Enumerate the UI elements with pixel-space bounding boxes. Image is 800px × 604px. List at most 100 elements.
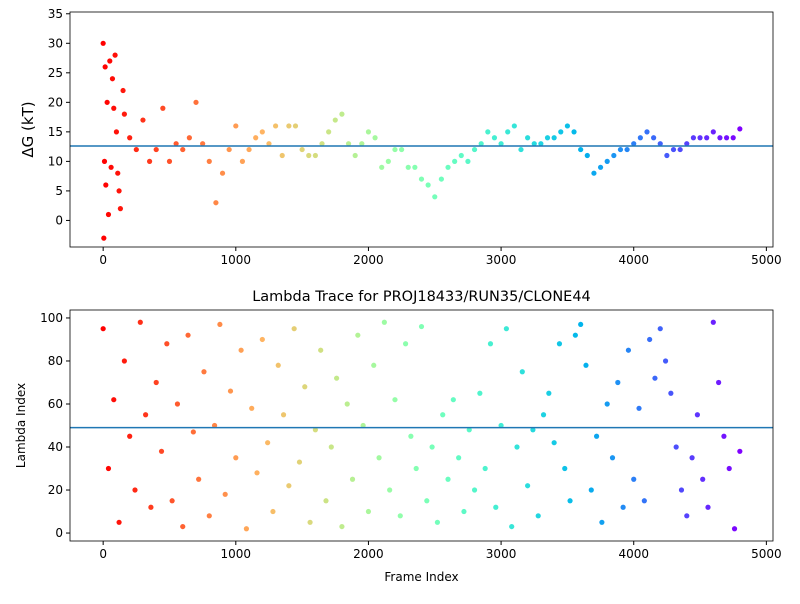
x-axis-label: Frame Index bbox=[384, 570, 458, 584]
point bbox=[243, 526, 250, 532]
point bbox=[636, 405, 642, 411]
point bbox=[611, 152, 617, 159]
point bbox=[180, 523, 186, 530]
point bbox=[153, 146, 159, 153]
point bbox=[477, 390, 483, 396]
point bbox=[505, 129, 511, 135]
point bbox=[127, 433, 133, 439]
point bbox=[514, 444, 520, 450]
point bbox=[270, 508, 276, 515]
point bbox=[259, 336, 265, 343]
x-tick-label: 3000 bbox=[486, 253, 517, 267]
point bbox=[160, 105, 166, 111]
x-tick-label: 2000 bbox=[353, 547, 384, 561]
point bbox=[704, 135, 710, 141]
point bbox=[440, 412, 446, 418]
point bbox=[103, 182, 109, 188]
point bbox=[694, 412, 700, 418]
point bbox=[185, 332, 191, 338]
point bbox=[737, 448, 743, 454]
point bbox=[438, 176, 444, 182]
point bbox=[101, 235, 107, 241]
point bbox=[213, 200, 219, 206]
point bbox=[644, 129, 650, 135]
point bbox=[105, 211, 112, 218]
point bbox=[107, 58, 113, 64]
point bbox=[196, 476, 202, 482]
point bbox=[471, 487, 478, 493]
point bbox=[193, 99, 199, 105]
point bbox=[111, 105, 117, 111]
point bbox=[345, 141, 352, 147]
point bbox=[664, 152, 670, 159]
point bbox=[485, 129, 491, 135]
point bbox=[558, 129, 564, 135]
point bbox=[279, 152, 285, 159]
point bbox=[493, 504, 499, 510]
point bbox=[651, 135, 657, 141]
point bbox=[116, 519, 122, 525]
point bbox=[503, 326, 509, 332]
point bbox=[498, 422, 504, 429]
point bbox=[302, 384, 308, 390]
point bbox=[334, 375, 340, 381]
point bbox=[365, 129, 372, 135]
point bbox=[525, 483, 531, 489]
point bbox=[339, 523, 345, 530]
point bbox=[349, 476, 356, 482]
point bbox=[222, 491, 228, 497]
point bbox=[564, 123, 571, 129]
point bbox=[227, 388, 234, 394]
point bbox=[678, 487, 685, 493]
point bbox=[540, 412, 547, 418]
point bbox=[716, 379, 722, 386]
point bbox=[201, 369, 207, 375]
point bbox=[519, 369, 525, 375]
point bbox=[153, 379, 159, 386]
point bbox=[531, 141, 537, 147]
point bbox=[385, 158, 391, 164]
point bbox=[238, 347, 244, 353]
point bbox=[169, 498, 175, 504]
point bbox=[689, 455, 695, 461]
point bbox=[392, 397, 398, 403]
point bbox=[424, 498, 430, 504]
point bbox=[652, 375, 658, 381]
point bbox=[339, 111, 345, 117]
point bbox=[509, 523, 515, 530]
point bbox=[186, 135, 192, 141]
point bbox=[137, 319, 143, 325]
point bbox=[265, 440, 271, 446]
point bbox=[286, 483, 292, 489]
x-tick-label: 0 bbox=[99, 253, 107, 267]
point bbox=[434, 519, 441, 525]
point bbox=[115, 170, 121, 176]
point bbox=[174, 401, 181, 407]
point bbox=[452, 158, 458, 164]
point bbox=[731, 526, 738, 532]
point bbox=[583, 362, 589, 368]
point bbox=[412, 164, 418, 170]
y-axis-label: ΔG (kT) bbox=[19, 101, 37, 157]
point bbox=[233, 123, 239, 129]
point bbox=[355, 332, 361, 338]
point bbox=[140, 117, 146, 123]
point bbox=[705, 504, 711, 510]
point bbox=[461, 508, 467, 515]
point bbox=[450, 397, 456, 403]
point bbox=[615, 379, 621, 386]
y-tick-label: 20 bbox=[48, 95, 63, 109]
point bbox=[721, 433, 727, 439]
point bbox=[102, 64, 108, 70]
point bbox=[352, 152, 358, 159]
point bbox=[109, 76, 116, 82]
y-tick-label: 100 bbox=[40, 311, 63, 325]
point bbox=[254, 470, 260, 476]
point bbox=[567, 498, 573, 504]
point bbox=[365, 508, 372, 515]
point bbox=[127, 135, 133, 141]
y-tick-label: 35 bbox=[48, 7, 63, 21]
point bbox=[684, 141, 690, 147]
point bbox=[591, 170, 597, 176]
point bbox=[148, 504, 154, 510]
